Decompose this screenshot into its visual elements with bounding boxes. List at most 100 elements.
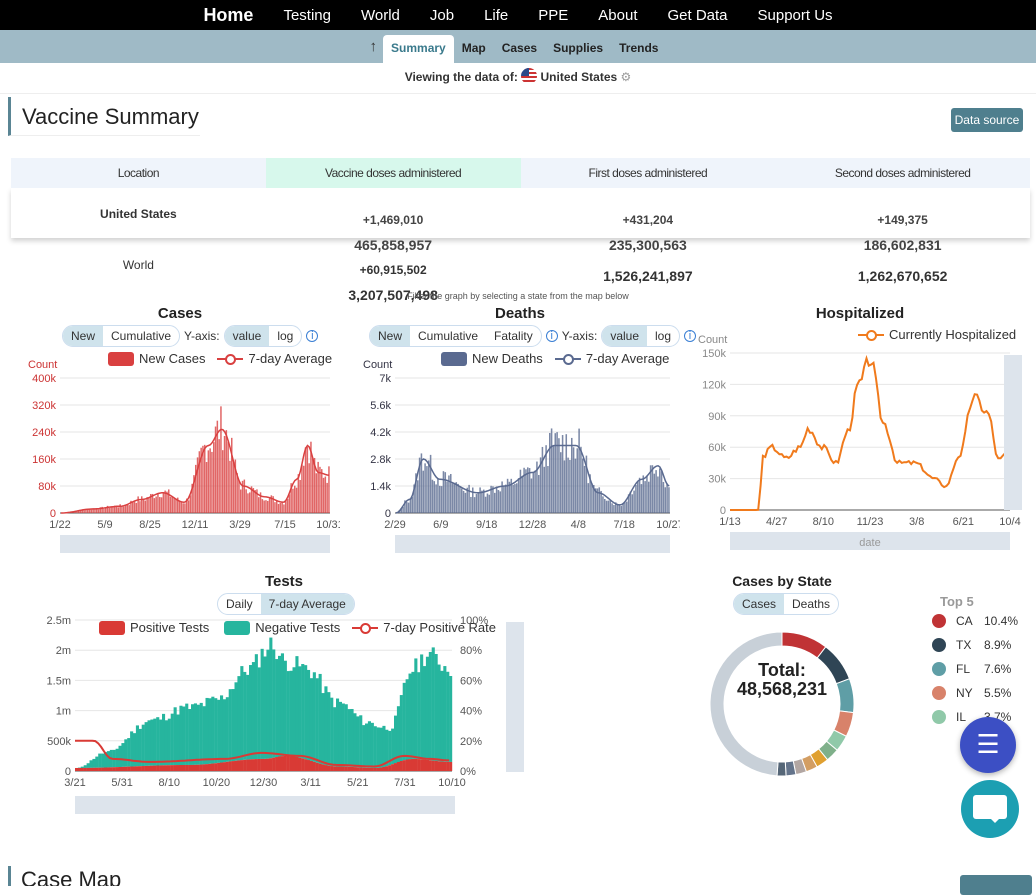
negative-bar	[336, 699, 339, 767]
data-bar	[312, 459, 314, 513]
cases-value-toggle[interactable]: value	[225, 326, 270, 346]
negative-bar	[290, 671, 293, 756]
gear-icon[interactable]: ⚙	[621, 70, 632, 84]
positive-bar	[429, 760, 432, 771]
chat-icon[interactable]	[961, 780, 1019, 838]
negative-bar	[333, 707, 336, 766]
nav-ppe[interactable]: PPE	[538, 7, 568, 24]
nav-testing[interactable]: Testing	[283, 7, 331, 24]
y-tick-label: 1m	[56, 706, 71, 718]
data-source-button[interactable]: Data source	[951, 108, 1023, 132]
data-bar	[245, 489, 247, 513]
header-second-doses[interactable]: Second doses administered	[775, 158, 1030, 188]
data-bar	[584, 466, 586, 513]
negative-bar	[95, 757, 98, 768]
positive-bar	[391, 764, 394, 771]
state-deaths-toggle[interactable]: Deaths	[784, 594, 838, 614]
data-bar	[657, 476, 659, 513]
y2-tick-label: 80%	[460, 645, 482, 657]
data-bar	[412, 497, 414, 513]
table-header: Location Vaccine doses administered Firs…	[11, 158, 1030, 188]
tab-supplies[interactable]: Supplies	[545, 35, 611, 63]
nav-support-us[interactable]: Support Us	[758, 7, 833, 24]
nav-about[interactable]: About	[598, 7, 637, 24]
negative-bar	[174, 707, 177, 765]
data-bar	[569, 460, 571, 513]
data-bar	[417, 480, 419, 513]
negative-bar	[429, 652, 432, 760]
viewing-country-name[interactable]: United States	[541, 70, 618, 84]
data-bar	[610, 499, 612, 513]
nav-get-data[interactable]: Get Data	[667, 7, 727, 24]
header-location[interactable]: Location	[11, 158, 266, 188]
positive-bar	[127, 767, 130, 771]
positive-bar	[142, 766, 145, 771]
tab-trends[interactable]: Trends	[611, 35, 666, 63]
y-tick-label: 2m	[56, 645, 71, 657]
deaths-value-toggle[interactable]: value	[602, 326, 647, 346]
state-donut-chart[interactable]	[700, 622, 864, 786]
data-bar	[244, 480, 246, 513]
deaths-new-toggle[interactable]: New	[370, 326, 410, 346]
data-bar	[538, 475, 540, 513]
case-map-button[interactable]	[960, 875, 1032, 895]
data-bar	[498, 490, 500, 513]
x-tick-label: 2/29	[384, 519, 405, 531]
x-tick-label: 3/11	[300, 777, 321, 789]
info-icon[interactable]: i	[306, 330, 318, 342]
data-bar	[218, 439, 220, 513]
nav-job[interactable]: Job	[430, 7, 454, 24]
data-bar	[445, 472, 447, 513]
y-tick-label: 7k	[379, 373, 391, 385]
negative-bar	[368, 721, 371, 768]
data-bar	[518, 478, 520, 513]
state-cases-toggle[interactable]: Cases	[734, 594, 784, 614]
negative-bar	[150, 720, 153, 766]
cases-new-toggle[interactable]: New	[63, 326, 103, 346]
data-bar	[240, 490, 242, 513]
menu-icon[interactable]: ☰	[960, 717, 1016, 773]
header-total-doses[interactable]: Vaccine doses administered	[266, 158, 521, 188]
nav-world[interactable]: World	[361, 7, 400, 24]
data-bar	[166, 492, 168, 513]
positive-bar	[385, 766, 388, 771]
data-bar	[148, 498, 150, 513]
legend-dot-icon	[932, 662, 946, 676]
deaths-fatality-toggle[interactable]: Fatality	[486, 326, 541, 346]
positive-bar	[121, 767, 124, 771]
negative-bar	[426, 657, 429, 760]
y-tick-label: 4.2k	[370, 427, 391, 439]
tab-map[interactable]: Map	[454, 35, 494, 63]
data-bar	[494, 493, 496, 513]
positive-bar	[104, 768, 107, 771]
deaths-log-toggle[interactable]: log	[647, 326, 679, 346]
negative-bar	[371, 723, 374, 768]
data-bar	[549, 433, 551, 513]
positive-bar	[403, 760, 406, 771]
tab-cases[interactable]: Cases	[494, 35, 545, 63]
nav-life[interactable]: Life	[484, 7, 508, 24]
header-first-doses[interactable]: First doses administered	[521, 158, 776, 188]
cases-log-toggle[interactable]: log	[269, 326, 301, 346]
nav-home[interactable]: Home	[203, 5, 253, 26]
positive-bar	[287, 756, 290, 771]
arrow-up-icon[interactable]: ↑	[370, 38, 378, 55]
data-bar	[562, 435, 564, 513]
deaths-cumulative-toggle[interactable]: Cumulative	[410, 326, 486, 346]
x-tick-label: 6/21	[953, 516, 974, 528]
info-icon[interactable]: i	[546, 330, 558, 342]
positive-bar	[243, 760, 246, 771]
positive-bar	[139, 766, 142, 771]
cases-cumulative-toggle[interactable]: Cumulative	[103, 326, 179, 346]
data-bar	[525, 469, 527, 513]
tab-summary[interactable]: Summary	[383, 35, 454, 63]
